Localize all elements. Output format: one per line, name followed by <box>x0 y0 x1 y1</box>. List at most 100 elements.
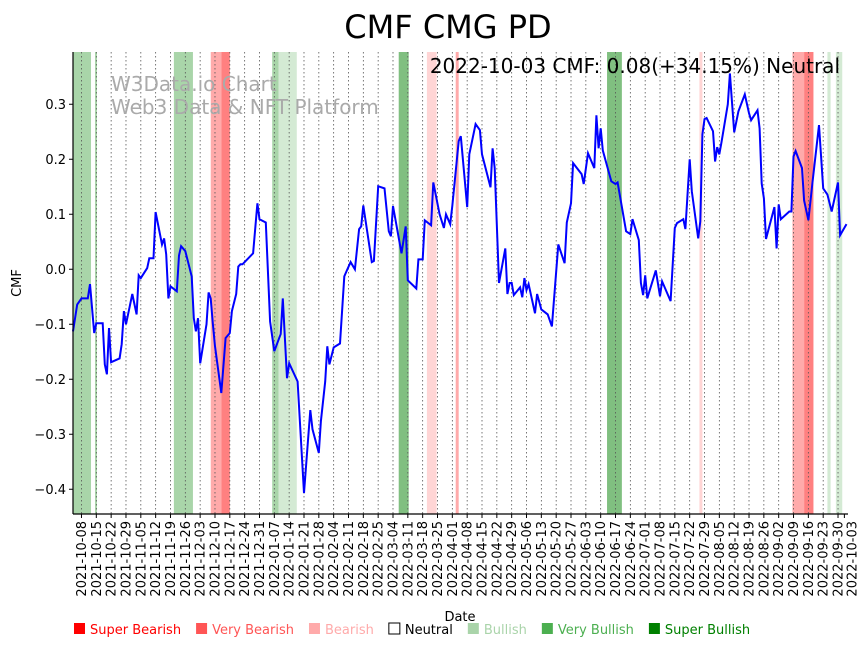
band-very-bearish <box>792 52 805 514</box>
x-tick-label: 2021-12-10 <box>208 521 223 597</box>
legend-swatch <box>648 623 660 634</box>
legend-label: Neutral <box>405 623 453 638</box>
x-tick-label: 2022-09-09 <box>787 521 802 597</box>
x-tick-label: 2021-12-24 <box>238 521 253 597</box>
band-very-bearish <box>455 52 459 514</box>
x-tick-label: 2022-07-08 <box>654 521 669 597</box>
band-super-bearish <box>804 52 814 514</box>
y-tick-label: 0.2 <box>45 153 66 168</box>
band-bullish <box>827 52 831 514</box>
legend-swatch <box>196 623 208 634</box>
x-tick-label: 2021-12-31 <box>253 521 268 597</box>
legend-item: Super Bearish <box>74 623 181 638</box>
x-tick-label: 2022-04-29 <box>505 521 520 597</box>
x-tick-label: 2022-06-24 <box>624 521 639 597</box>
legend-label: Bearish <box>325 623 374 638</box>
x-tick-label: 2022-03-11 <box>401 521 416 597</box>
legend-label: Bullish <box>484 623 527 638</box>
legend-swatch <box>467 623 479 634</box>
band-super-bearish <box>221 52 230 514</box>
axes: 2021-10-08 2021-10-15 2021-10-22 2021-10-29… <box>34 52 861 597</box>
x-tick-label: 2022-01-14 <box>283 521 298 597</box>
legend-item: Bullish <box>467 623 527 638</box>
x-tick-label: 2021-10-08 <box>75 521 90 597</box>
x-tick-label: 2022-10-03 <box>846 521 861 597</box>
band-very-bullish <box>272 52 279 514</box>
legend-item: Bearish <box>308 623 374 638</box>
legend-item: Very Bullish <box>541 623 634 638</box>
legend-swatch <box>74 623 85 634</box>
legend: Super Bearish Very Bearish Bearish Neutral B… <box>74 622 750 638</box>
band-bearish <box>426 52 437 514</box>
band-very-bullish <box>73 52 92 514</box>
legend-item: Super Bullish <box>648 623 750 638</box>
x-tick-label: 2022-08-12 <box>728 521 743 597</box>
x-tick-label: 2022-05-27 <box>565 521 580 597</box>
watermark-line-1: W3Data.io Chart <box>111 72 277 96</box>
legend-item: Very Bearish <box>196 623 294 638</box>
grid-lines <box>81 52 839 514</box>
x-tick-label: 2022-08-26 <box>757 521 772 597</box>
x-tick-label: 2022-04-01 <box>446 521 461 597</box>
x-tick-label: 2022-03-18 <box>416 521 431 597</box>
x-tick-label: 2022-01-28 <box>312 521 327 597</box>
x-tick-label: 2022-03-04 <box>386 521 401 597</box>
y-tick-label: 0.1 <box>45 208 66 223</box>
signal-bands <box>73 52 843 514</box>
x-tick-label: 2022-09-02 <box>772 521 787 597</box>
band-bullish <box>278 52 297 514</box>
x-tick-label: 2022-02-25 <box>372 521 387 597</box>
x-tick-label: 2021-11-05 <box>134 521 149 597</box>
legend-item: Neutral <box>388 622 453 638</box>
x-tick-label: 2022-09-30 <box>832 521 847 597</box>
x-tick-label: 2022-02-04 <box>327 521 342 597</box>
legend-label: Super Bearish <box>90 623 181 638</box>
band-very-bearish <box>210 52 222 514</box>
y-tick-label: 0.0 <box>45 263 66 278</box>
x-tick-label: 2022-07-01 <box>639 521 654 597</box>
x-tick-label: 2022-07-15 <box>668 521 683 597</box>
x-tick-label: 2022-05-20 <box>550 521 565 597</box>
x-tick-label: 2021-11-26 <box>179 521 194 597</box>
legend-swatch <box>388 622 401 635</box>
band-super-bullish <box>607 52 622 514</box>
x-tick-label: 2021-10-15 <box>90 521 105 597</box>
y-tick-label: 0.3 <box>45 98 66 113</box>
legend-label: Very Bearish <box>212 623 294 638</box>
watermark-line-2: Web3 Data & NFT Platform <box>111 95 379 119</box>
legend-swatch <box>541 623 553 634</box>
x-tick-label: 2021-12-03 <box>194 521 209 597</box>
x-tick-label: 2022-02-18 <box>357 521 372 597</box>
x-tick-label: 2022-02-11 <box>342 521 357 597</box>
x-tick-label: 2022-04-08 <box>461 521 476 597</box>
y-tick-label: −0.4 <box>34 483 66 498</box>
x-tick-label: 2022-06-10 <box>594 521 609 597</box>
x-tick-label: 2022-08-05 <box>713 521 728 597</box>
x-tick-label: 2021-11-12 <box>149 521 164 597</box>
x-tick-label: 2022-04-22 <box>490 521 505 597</box>
x-tick-label: 2022-01-07 <box>268 521 283 597</box>
band-very-bullish <box>173 52 193 514</box>
legend-label: Very Bullish <box>558 623 634 638</box>
x-tick-label: 2022-01-21 <box>297 521 312 597</box>
x-tick-label: 2021-12-17 <box>223 521 238 597</box>
band-super-bullish <box>398 52 409 514</box>
x-tick-label: 2022-09-23 <box>817 521 832 597</box>
y-tick-label: −0.3 <box>34 428 66 443</box>
y-tick-label: −0.2 <box>34 373 66 388</box>
x-tick-label: 2022-04-15 <box>476 521 491 597</box>
chart-title: CMF CMG PD <box>344 8 551 46</box>
band-bearish <box>699 52 703 514</box>
x-tick-label: 2022-07-29 <box>698 521 713 597</box>
x-axis-label: Date <box>444 610 475 625</box>
x-tick-label: 2022-06-17 <box>609 521 624 597</box>
x-tick-label: 2022-07-22 <box>683 521 698 597</box>
x-tick-label: 2021-10-29 <box>119 521 134 597</box>
band-very-bullish <box>95 52 97 514</box>
x-tick-label: 2022-09-16 <box>802 521 817 597</box>
y-tick-label: −0.1 <box>34 318 66 333</box>
x-tick-label: 2022-05-13 <box>535 521 550 597</box>
legend-swatch <box>308 623 320 634</box>
cmf-line <box>72 73 848 494</box>
